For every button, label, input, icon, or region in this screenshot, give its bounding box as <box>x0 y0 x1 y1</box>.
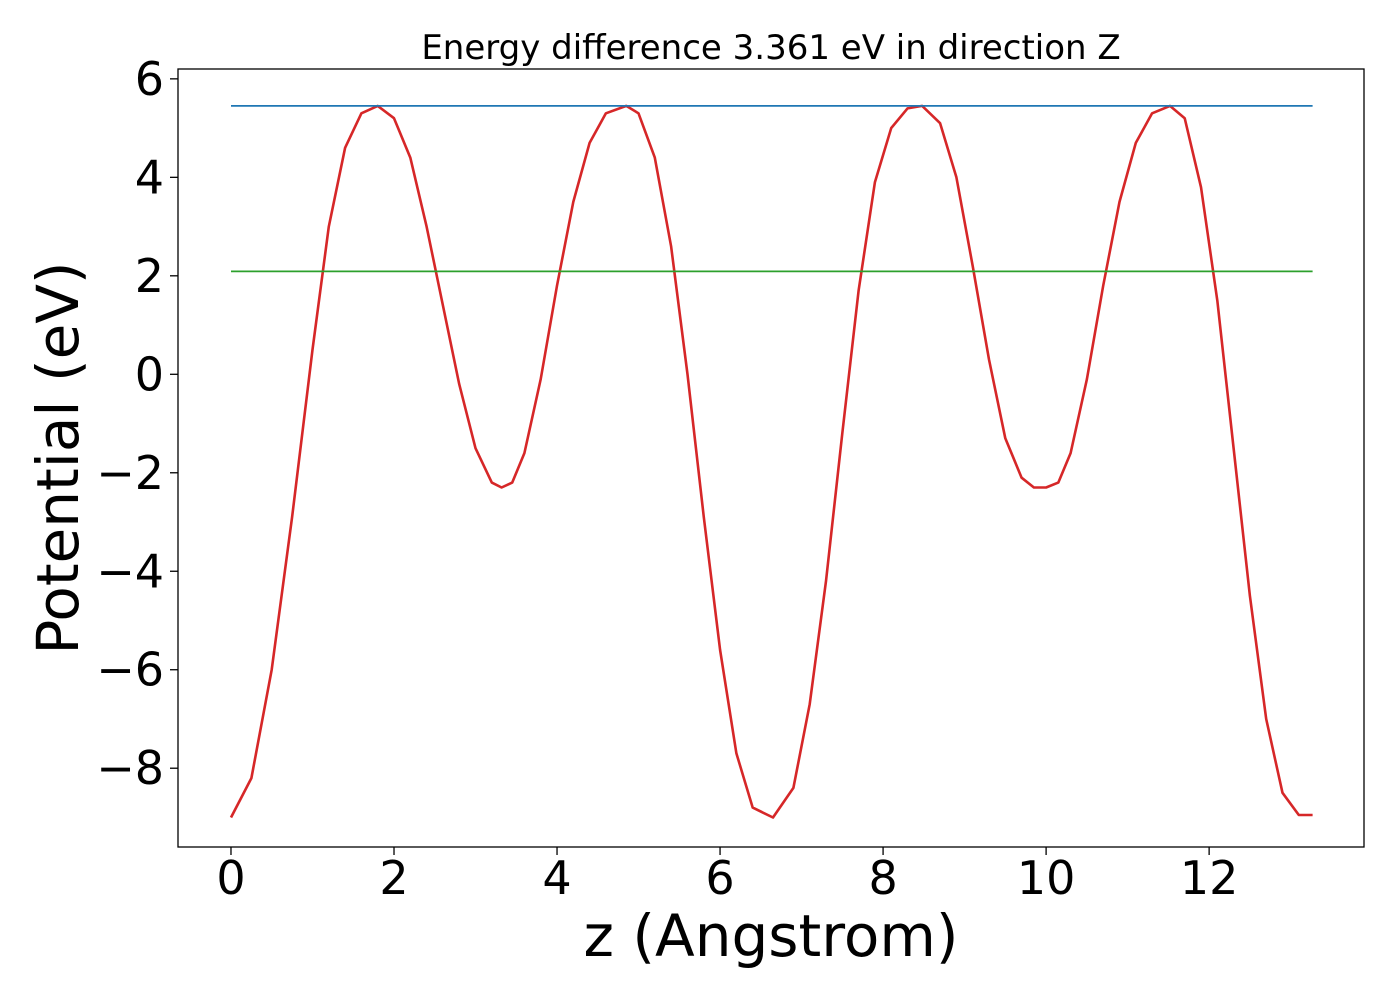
plot-area <box>229 104 1313 819</box>
x-tick-label: 10 <box>1017 851 1076 905</box>
chart-title: Energy difference 3.361 eV in direction … <box>421 28 1120 68</box>
y-tick-label: −6 <box>96 643 164 697</box>
y-tick-label: 0 <box>135 347 164 401</box>
y-tick-label: −8 <box>96 741 164 795</box>
y-axis: 6 4 2 0 −2 −4 −6 −8 <box>96 52 178 795</box>
y-axis-label: Potential (eV) <box>24 261 92 654</box>
x-tick-label: 2 <box>379 851 408 905</box>
y-tick-label: −2 <box>96 446 164 500</box>
series-line-potential <box>229 104 1313 819</box>
x-tick-label: 12 <box>1180 851 1239 905</box>
x-tick-label: 8 <box>868 851 897 905</box>
x-tick-label: 4 <box>542 851 571 905</box>
axes-frame <box>177 68 1365 848</box>
y-tick-label: 2 <box>135 249 164 303</box>
y-tick-label: 4 <box>135 150 164 204</box>
x-axis: 0 2 4 6 8 10 12 <box>216 847 1238 905</box>
x-tick-label: 6 <box>705 851 734 905</box>
x-tick-label: 0 <box>216 851 245 905</box>
x-axis-label: z (Angstrom) <box>584 902 959 970</box>
y-tick-label: 6 <box>135 52 164 106</box>
y-tick-label: −4 <box>96 544 164 598</box>
